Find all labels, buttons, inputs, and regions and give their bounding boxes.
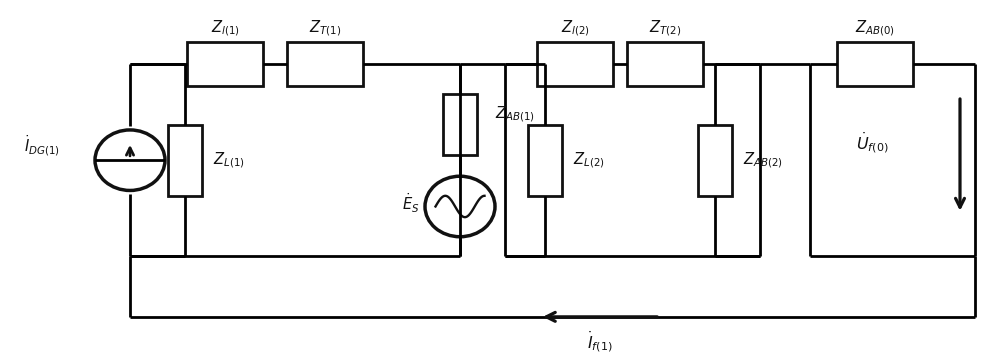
Text: $Z_{AB(0)}$: $Z_{AB(0)}$	[855, 19, 895, 38]
FancyBboxPatch shape	[443, 94, 477, 155]
Text: $\dot{E}_S$: $\dot{E}_S$	[402, 191, 420, 215]
FancyBboxPatch shape	[627, 42, 703, 86]
FancyBboxPatch shape	[537, 42, 613, 86]
Text: $Z_{T(2)}$: $Z_{T(2)}$	[649, 19, 681, 38]
FancyBboxPatch shape	[698, 125, 732, 196]
Text: $Z_{l(2)}$: $Z_{l(2)}$	[561, 19, 589, 38]
Text: $Z_{L(2)}$: $Z_{L(2)}$	[573, 150, 605, 170]
Text: $Z_{l(1)}$: $Z_{l(1)}$	[211, 19, 239, 38]
FancyBboxPatch shape	[168, 125, 202, 196]
FancyBboxPatch shape	[287, 42, 363, 86]
FancyBboxPatch shape	[187, 42, 263, 86]
Text: $\dot{I}_{DG(1)}$: $\dot{I}_{DG(1)}$	[24, 134, 60, 158]
Text: $\dot{I}_{f(1)}$: $\dot{I}_{f(1)}$	[587, 329, 613, 354]
Text: $Z_{T(1)}$: $Z_{T(1)}$	[309, 19, 341, 38]
FancyBboxPatch shape	[528, 125, 562, 196]
Text: $Z_{AB(1)}$: $Z_{AB(1)}$	[495, 104, 535, 124]
Text: $Z_{L(1)}$: $Z_{L(1)}$	[213, 150, 245, 170]
Text: $\dot{U}_{f(0)}$: $\dot{U}_{f(0)}$	[856, 130, 889, 155]
FancyBboxPatch shape	[837, 42, 913, 86]
Text: $Z_{AB(2)}$: $Z_{AB(2)}$	[743, 150, 783, 170]
